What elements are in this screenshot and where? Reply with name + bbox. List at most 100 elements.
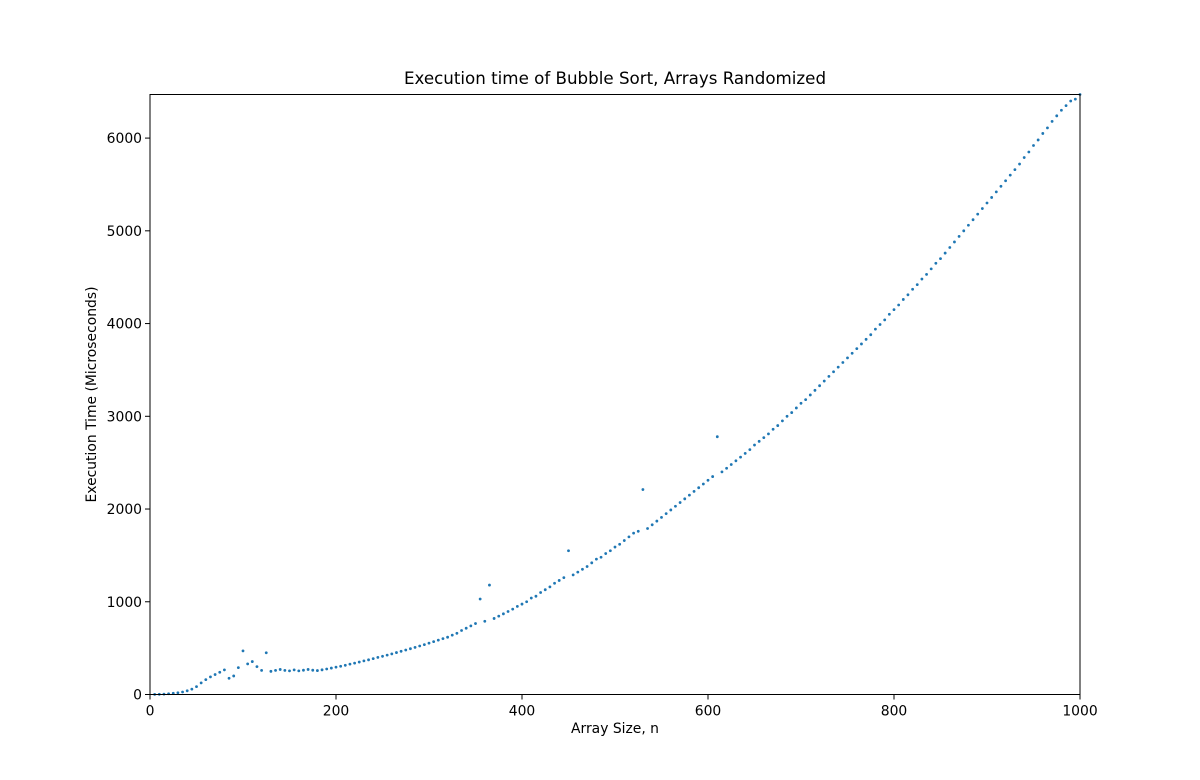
data-point	[771, 427, 775, 431]
data-point	[715, 435, 719, 439]
data-point	[255, 665, 259, 669]
data-point	[813, 388, 817, 392]
data-point	[399, 649, 403, 653]
data-point	[655, 519, 659, 523]
data-point	[1022, 156, 1026, 159]
data-point	[683, 497, 687, 501]
data-point	[557, 579, 561, 582]
data-point	[674, 504, 677, 508]
data-point	[1073, 97, 1077, 101]
data-point	[502, 612, 505, 616]
data-point	[948, 246, 952, 249]
data-point	[562, 576, 566, 580]
data-point	[790, 411, 794, 414]
data-point	[218, 670, 222, 674]
data-point	[185, 689, 189, 693]
data-point	[641, 488, 645, 491]
data-point	[432, 640, 436, 644]
data-point	[450, 633, 454, 637]
y-axis-ticks: 0 1000 2000 3000 4000 5000 6000	[107, 131, 150, 704]
data-point	[436, 638, 440, 642]
data-point	[595, 557, 598, 561]
data-point	[353, 661, 356, 665]
data-point	[302, 668, 305, 672]
data-point	[367, 658, 370, 662]
data-point	[776, 424, 780, 427]
data-point	[236, 666, 240, 670]
data-point	[1055, 114, 1059, 118]
data-point	[701, 482, 705, 486]
data-point	[757, 439, 761, 443]
plot-frame	[149, 94, 1081, 695]
chart-title: Execution time of Bubble Sort, Arrays Ra…	[404, 68, 826, 88]
x-axis-ticks: 0 200 400 600 800 1000	[146, 694, 1098, 720]
data-point	[409, 647, 412, 651]
data-point	[608, 549, 612, 553]
data-point	[413, 645, 417, 649]
data-point	[520, 602, 524, 606]
data-point	[371, 657, 375, 661]
data-point	[232, 674, 236, 678]
data-point	[748, 448, 752, 452]
data-point	[525, 600, 529, 604]
data-point	[381, 654, 384, 658]
data-point	[1064, 104, 1068, 108]
data-point	[1036, 138, 1040, 142]
data-point	[539, 591, 542, 594]
data-point	[971, 218, 975, 222]
data-point	[320, 668, 324, 672]
data-point	[469, 624, 473, 628]
data-point	[618, 542, 622, 546]
data-point	[1027, 150, 1031, 154]
data-point	[581, 567, 584, 571]
data-point	[711, 475, 715, 478]
data-point	[181, 690, 184, 694]
data-point	[362, 659, 366, 663]
data-point	[934, 261, 938, 265]
data-point	[529, 596, 533, 600]
data-point	[739, 455, 742, 459]
data-point	[1008, 173, 1012, 177]
data-point	[869, 333, 873, 337]
x-tick-label: 200	[323, 704, 350, 720]
data-point	[906, 293, 910, 297]
data-point	[785, 414, 789, 418]
data-point	[929, 267, 933, 271]
data-point	[460, 629, 463, 632]
data-point	[269, 669, 273, 673]
data-point	[283, 668, 287, 672]
data-point	[836, 365, 840, 369]
data-point	[841, 361, 845, 364]
data-point	[195, 685, 198, 689]
data-point	[762, 436, 766, 440]
data-point	[613, 545, 617, 549]
data-point	[1013, 168, 1017, 172]
data-point	[729, 463, 733, 466]
data-point	[576, 570, 580, 574]
data-point	[818, 384, 821, 388]
data-point	[478, 597, 482, 601]
data-point	[822, 379, 826, 383]
data-point	[311, 668, 315, 672]
data-point	[567, 549, 570, 553]
data-point	[464, 626, 468, 630]
data-point	[297, 669, 301, 673]
data-point	[911, 287, 914, 291]
data-point	[850, 351, 854, 355]
data-point	[636, 529, 640, 533]
y-tick-label: 5000	[107, 224, 142, 240]
data-point	[474, 622, 477, 625]
data-point	[1050, 119, 1054, 123]
data-point	[855, 347, 859, 350]
data-point	[646, 527, 649, 530]
data-point	[543, 588, 547, 592]
data-point	[976, 212, 980, 216]
data-point	[725, 466, 728, 470]
data-point	[497, 614, 501, 618]
data-point	[720, 470, 724, 474]
data-point	[395, 651, 398, 654]
x-tick-label: 600	[695, 704, 722, 720]
data-point	[204, 678, 208, 682]
data-point	[223, 668, 226, 672]
